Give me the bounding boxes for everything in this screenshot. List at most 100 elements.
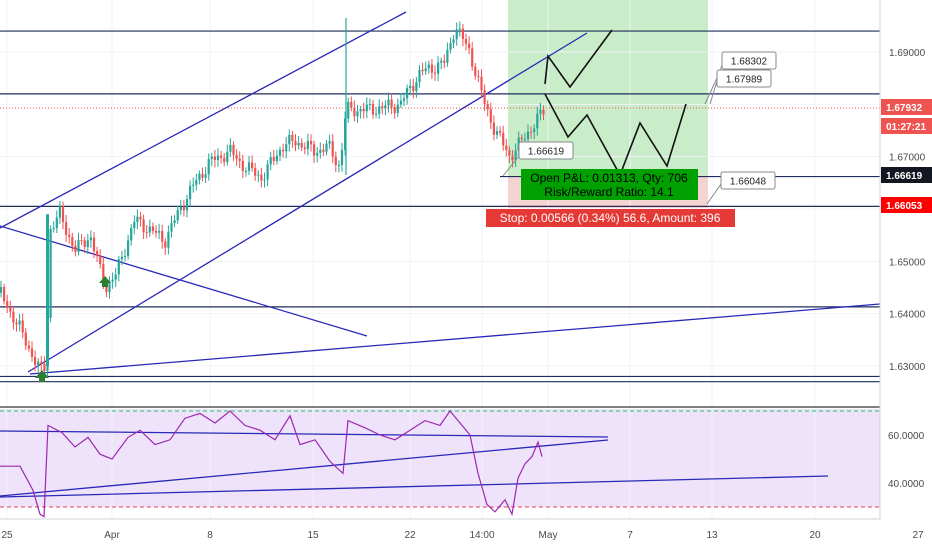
candle-body: [12, 311, 15, 323]
candle-body: [27, 345, 30, 349]
price-tag-text: 01:27:21: [886, 122, 926, 133]
x-tick-label: Apr: [104, 530, 120, 541]
candle-body: [489, 109, 492, 123]
candle-body: [65, 222, 68, 235]
candle-body: [365, 104, 368, 112]
price-tag-bg: [881, 167, 932, 183]
candle-body: [263, 179, 266, 181]
y-tick-label: 1.63000: [889, 362, 926, 373]
candle-body: [117, 259, 120, 275]
candle-body: [241, 160, 244, 172]
candle-body: [24, 332, 27, 346]
candle-body: [148, 226, 151, 233]
candle-body: [514, 150, 517, 161]
candle-body: [192, 184, 195, 186]
candle-body: [499, 131, 502, 133]
candle-body: [362, 108, 365, 112]
candle-body: [89, 237, 92, 241]
candle-body: [154, 230, 158, 233]
candle-body: [523, 139, 526, 141]
candle-body: [424, 68, 427, 72]
candle-body: [108, 281, 111, 293]
candle-body: [461, 28, 464, 40]
candle-body: [52, 228, 55, 230]
candle-body: [381, 106, 384, 108]
candle-body: [260, 174, 263, 181]
rsi-band: [0, 409, 880, 507]
candle-body: [502, 132, 505, 146]
candle-body: [80, 240, 83, 242]
trend-lines: [0, 11, 881, 508]
pnl-box: [521, 169, 698, 200]
candle-body: [139, 216, 142, 220]
candle-body: [350, 101, 353, 108]
buy-arrow-icon: [99, 276, 111, 287]
candle-body: [440, 60, 443, 63]
trend-line[interactable]: [27, 32, 588, 373]
candle-body: [483, 90, 486, 105]
candle-body: [251, 162, 254, 169]
candle-body: [201, 173, 204, 178]
candle-body: [306, 140, 309, 150]
price-tag: 1.66619: [881, 167, 932, 183]
candle-body: [539, 109, 542, 114]
candle-body: [216, 155, 220, 161]
price-callout[interactable]: 1.66048: [706, 171, 776, 205]
candle-body: [303, 147, 306, 150]
price-tag-bg: [881, 197, 932, 213]
candle-body: [446, 49, 449, 63]
x-tick-label: 27: [912, 530, 924, 541]
trend-line[interactable]: [0, 475, 829, 498]
price-tag: 01:27:21: [881, 118, 932, 134]
trend-line[interactable]: [29, 303, 881, 375]
candle-body: [415, 82, 418, 92]
trend-line[interactable]: [0, 225, 368, 337]
candle-body: [328, 141, 331, 144]
callout-box: [720, 171, 776, 190]
candle-body: [378, 106, 381, 114]
candle-body: [185, 199, 189, 211]
price-tag-text: 1.66619: [886, 171, 923, 182]
pnl-text: Open P&L: 0.01313, Qty: 706: [530, 171, 688, 185]
price-callout[interactable]: 1.66619: [502, 141, 574, 177]
candle-body: [393, 107, 396, 114]
candle-body: [96, 251, 99, 257]
candle-body: [340, 149, 344, 165]
candle-body: [526, 131, 530, 140]
candle-body: [455, 29, 458, 40]
callout-leader: [706, 183, 722, 205]
candle-body: [102, 264, 105, 286]
breakout-candle: [46, 214, 49, 366]
candle-body: [443, 60, 446, 63]
candle-body: [83, 240, 86, 247]
candle-body: [99, 256, 102, 265]
candle-body: [300, 143, 303, 148]
grid: [0, 0, 880, 519]
price-callout[interactable]: 1.67989: [704, 69, 772, 105]
candle-body: [6, 301, 9, 308]
candle-body: [244, 170, 247, 172]
candle-body: [120, 256, 123, 260]
x-tick-label: 22: [404, 530, 416, 541]
callout-leader: [502, 155, 520, 177]
candle-body: [371, 103, 375, 115]
time-axis[interactable]: [0, 519, 932, 550]
x-tick-label: May: [539, 530, 558, 541]
callout-text: 1.68302: [731, 57, 768, 68]
x-tick-label: 8: [207, 530, 213, 541]
candle-body: [15, 322, 18, 325]
candle-body: [257, 174, 260, 176]
candle-body: [92, 237, 96, 252]
candle-body: [316, 152, 319, 156]
trend-line[interactable]: [0, 430, 609, 438]
trend-line[interactable]: [0, 439, 609, 497]
price-axis[interactable]: [880, 0, 932, 550]
candle-body: [530, 131, 533, 133]
trend-line[interactable]: [0, 11, 407, 229]
candle-body: [508, 150, 511, 156]
candle-body: [0, 287, 3, 293]
candle-body: [142, 219, 145, 233]
